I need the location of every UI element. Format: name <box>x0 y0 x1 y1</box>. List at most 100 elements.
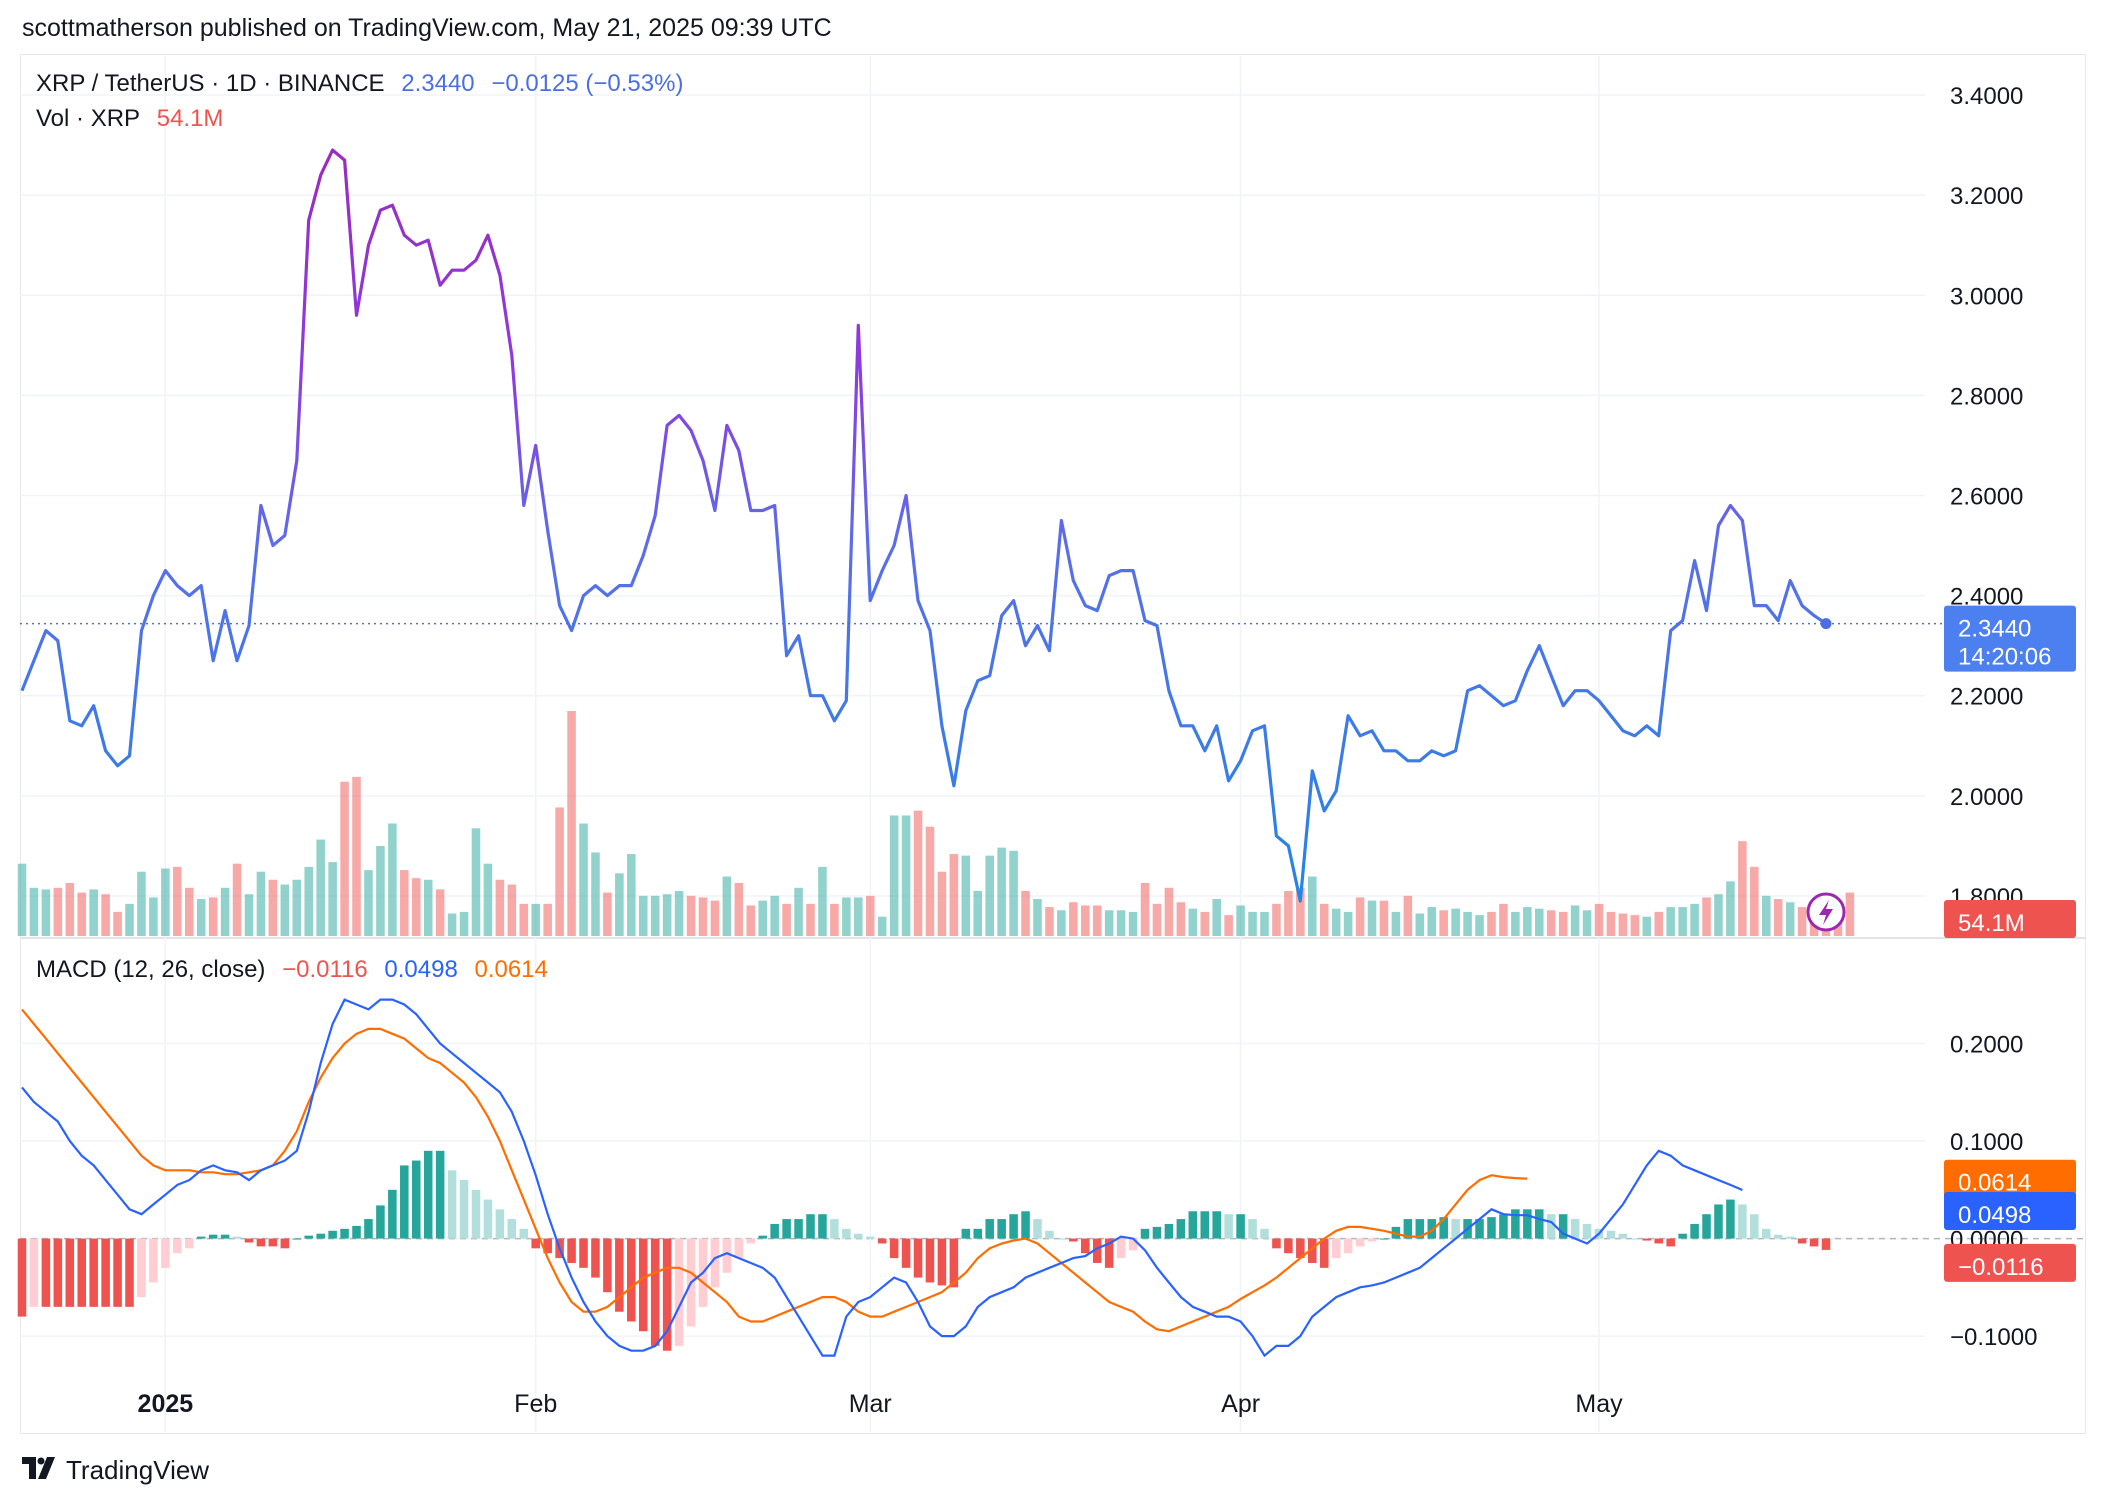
volume-bar <box>1296 887 1305 936</box>
macd-histogram-bar <box>1331 1238 1341 1259</box>
volume-bar <box>854 897 863 936</box>
tradingview-logo[interactable]: TradingView <box>22 1452 209 1488</box>
volume-bar <box>125 903 134 936</box>
volume-bar <box>1081 905 1090 936</box>
macd-histogram-bar <box>1188 1211 1198 1239</box>
time-axis-label: Feb <box>514 1390 557 1418</box>
volume-bar <box>1021 891 1030 936</box>
volume-bar <box>173 866 182 936</box>
volume-bar <box>292 879 302 936</box>
macd-histogram-bar <box>1212 1211 1221 1239</box>
volume-bar <box>471 828 481 936</box>
volume-bar <box>698 897 708 936</box>
macd-histogram-bar <box>794 1219 803 1239</box>
price-tick-label: 2.0000 <box>1950 784 2023 811</box>
macd-histogram-bar <box>1415 1219 1425 1239</box>
macd-histogram-bar <box>1511 1209 1520 1239</box>
time-axis-label: May <box>1575 1390 1623 1418</box>
volume-bar <box>1367 900 1377 936</box>
volume-bar <box>758 900 767 936</box>
volume-bar <box>1176 902 1186 936</box>
macd-histogram-bar <box>137 1238 146 1298</box>
volume-bar <box>89 889 98 936</box>
macd-histogram-bar <box>495 1209 505 1239</box>
volume-bar <box>244 894 254 936</box>
macd-histogram-bar <box>161 1238 170 1268</box>
macd-histogram-bar <box>1224 1214 1233 1239</box>
macd-title[interactable]: MACD (12, 26, close) <box>36 956 266 983</box>
volume-bar <box>1140 882 1150 936</box>
macd-histogram-bar <box>1140 1228 1150 1239</box>
macd-histogram-bar <box>854 1233 863 1239</box>
grid <box>20 56 2086 1432</box>
volume-bar <box>1104 910 1114 936</box>
volume-bar <box>1738 841 1747 936</box>
volume-bar <box>1343 911 1353 936</box>
macd-histogram-bar <box>1176 1219 1186 1239</box>
macd-histogram <box>17 1150 1831 1351</box>
lightning-icon[interactable] <box>1806 892 1846 932</box>
volume-bar <box>1523 907 1532 936</box>
macd-histogram-bar <box>770 1223 779 1239</box>
publish-attribution: scottmatherson published on TradingView.… <box>22 14 832 42</box>
macd-histogram-bar <box>53 1238 63 1307</box>
volume-bar <box>256 871 266 936</box>
volume-bar <box>913 810 923 936</box>
volume-bar <box>1487 911 1496 936</box>
volume-bar <box>1642 916 1652 936</box>
macd-histogram-bar <box>615 1238 624 1312</box>
volume-bar <box>411 878 421 936</box>
symbol-title[interactable]: XRP / TetherUS · 1D · BINANCE <box>36 70 385 97</box>
volume-bar <box>1546 910 1556 936</box>
price-change: −0.0125 (−0.53%) <box>491 70 684 97</box>
price-legend: XRP / TetherUS · 1D · BINANCE 2.3440 −0.… <box>36 70 693 98</box>
macd-histogram-bar <box>1726 1199 1735 1239</box>
volume-bar <box>1761 895 1771 936</box>
macd-histogram-bar <box>662 1238 672 1351</box>
macd-histogram-bar <box>1248 1219 1257 1239</box>
chart-frame <box>20 54 2086 1434</box>
macd-histogram-bar <box>196 1236 206 1239</box>
macd-histogram-bar <box>184 1238 194 1249</box>
volume-legend: Vol · XRP 54.1M <box>36 105 233 133</box>
volume-bar <box>340 781 349 936</box>
volume-bar <box>101 894 110 936</box>
price-line <box>20 148 1950 903</box>
macd-histogram-bar <box>471 1189 481 1239</box>
macd-histogram-bar <box>722 1238 732 1273</box>
macd-histogram-bar <box>400 1165 409 1239</box>
volume-bar <box>352 776 361 936</box>
macd-histogram-bar <box>1546 1214 1556 1239</box>
macd-histogram-bar <box>1487 1217 1496 1239</box>
macd-histogram-bar <box>603 1238 612 1293</box>
macd-histogram-bar <box>1164 1223 1174 1239</box>
macd-badge-text: 0.0498 <box>1958 1202 2031 1229</box>
volume-bar <box>1308 876 1317 936</box>
price-tick-label: 3.0000 <box>1950 283 2023 310</box>
volume-bar <box>113 911 122 936</box>
macd-histogram-bar <box>1618 1233 1628 1239</box>
volume-title[interactable]: Vol · XRP <box>36 105 141 132</box>
volume-bar <box>519 903 529 936</box>
volume-bar <box>459 911 469 936</box>
macd-legend: MACD (12, 26, close) −0.0116 0.0498 0.06… <box>36 956 558 984</box>
volume-bar <box>1188 908 1198 936</box>
macd-histogram-bar <box>1761 1228 1771 1239</box>
macd-histogram-bar <box>1666 1238 1675 1247</box>
volume-bar <box>1092 905 1102 936</box>
volume-bar <box>1260 911 1269 936</box>
volume-bar <box>949 854 959 936</box>
histogram-badge-text: −0.0116 <box>1958 1254 2044 1281</box>
current-price-dot <box>1820 618 1832 630</box>
volume-bar <box>591 852 600 936</box>
macd-histogram-bar <box>1260 1228 1269 1239</box>
volume-bar <box>627 854 636 936</box>
volume-bar <box>603 892 612 936</box>
volume-bar <box>973 891 983 936</box>
volume-bar <box>400 870 409 936</box>
macd-histogram-bar <box>1367 1238 1377 1242</box>
macd-histogram-bar <box>949 1238 959 1288</box>
macd-histogram-bar <box>1773 1234 1783 1239</box>
volume-bar <box>280 884 290 936</box>
macd-histogram-bar <box>925 1238 935 1283</box>
